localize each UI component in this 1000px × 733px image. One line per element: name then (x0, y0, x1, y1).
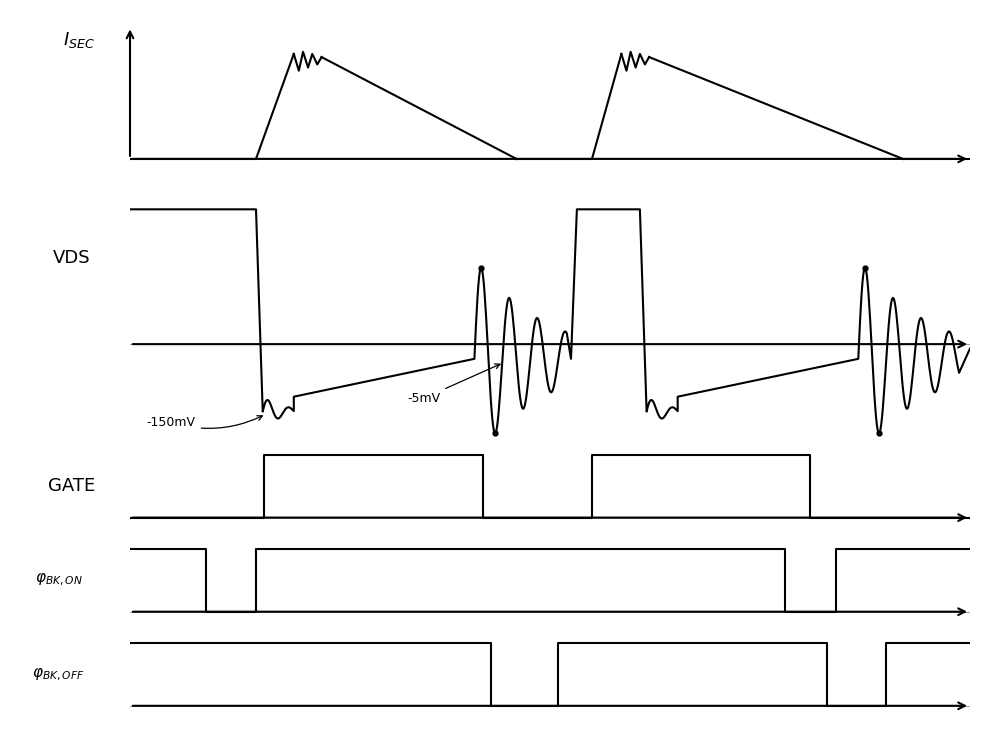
Text: $\varphi_{BK,ON}$: $\varphi_{BK,ON}$ (35, 572, 83, 589)
Text: $\varphi_{BK,OFF}$: $\varphi_{BK,OFF}$ (32, 666, 85, 682)
Text: $I_{SEC}$: $I_{SEC}$ (63, 30, 95, 51)
Text: GATE: GATE (48, 477, 95, 496)
Text: -150mV: -150mV (147, 416, 262, 430)
Text: VDS: VDS (52, 249, 90, 268)
Text: -5mV: -5mV (407, 364, 500, 405)
